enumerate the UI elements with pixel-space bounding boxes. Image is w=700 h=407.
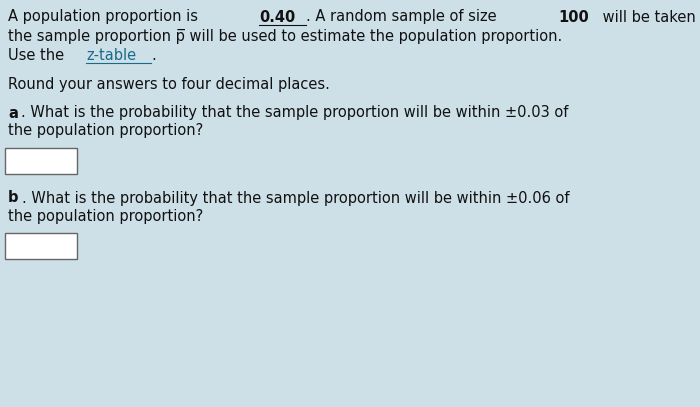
Bar <box>5 233 77 259</box>
Text: the population proportion?: the population proportion? <box>8 123 203 138</box>
Text: b: b <box>8 190 18 206</box>
Text: 100: 100 <box>558 9 589 24</box>
Text: the sample proportion p̅ will be used to estimate the population proportion.: the sample proportion p̅ will be used to… <box>8 28 562 44</box>
Text: the population proportion?: the population proportion? <box>8 208 203 223</box>
Text: A population proportion is: A population proportion is <box>8 9 202 24</box>
Text: . What is the probability that the sample proportion will be within ±0.06 of: . What is the probability that the sampl… <box>22 190 569 206</box>
Text: z-table: z-table <box>86 48 136 63</box>
Bar <box>5 148 77 174</box>
Text: a: a <box>8 105 18 120</box>
Text: 0.40: 0.40 <box>259 9 295 24</box>
Text: . A random sample of size: . A random sample of size <box>306 9 501 24</box>
Text: Use the: Use the <box>8 48 69 63</box>
Text: will be taken and: will be taken and <box>598 9 700 24</box>
Text: . What is the probability that the sample proportion will be within ±0.03 of: . What is the probability that the sampl… <box>21 105 568 120</box>
Text: Round your answers to four decimal places.: Round your answers to four decimal place… <box>8 77 330 92</box>
Text: .: . <box>151 48 156 63</box>
